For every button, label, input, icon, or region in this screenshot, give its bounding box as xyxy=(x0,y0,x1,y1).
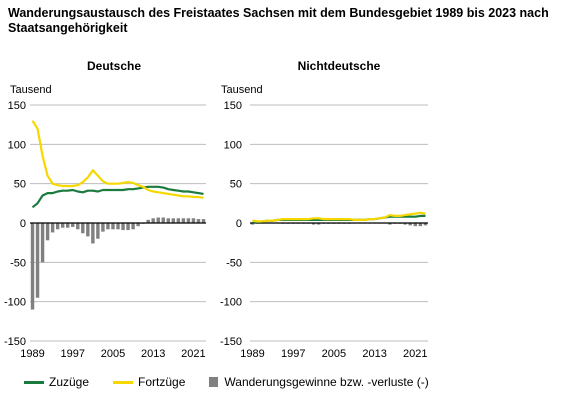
bar-saldo xyxy=(413,223,418,227)
bar-saldo xyxy=(388,223,392,225)
bar-saldo xyxy=(81,223,85,234)
bar-saldo xyxy=(408,223,412,226)
bar-saldo xyxy=(60,223,65,228)
bar-saldo xyxy=(136,223,140,227)
bar-saldo xyxy=(250,223,255,225)
legend: Zuzüge Fortzüge Wanderungsgewinne bzw. -ve… xyxy=(24,374,453,390)
x-tick-label: 1989 xyxy=(240,348,264,360)
bar-saldo xyxy=(35,223,40,298)
y-axis-label: Tausend xyxy=(10,84,52,96)
legend-label: Wanderungsgewinne bzw. -verluste (-) xyxy=(224,375,429,389)
bar-saldo xyxy=(131,223,135,230)
bar-saldo xyxy=(111,223,115,230)
line-zuzuege xyxy=(31,185,204,209)
legend-label: Zuzüge xyxy=(49,375,90,389)
bar-saldo xyxy=(196,219,201,223)
x-tick-label: 2013 xyxy=(141,348,165,360)
bar-saldo xyxy=(55,223,60,230)
bar-saldo xyxy=(121,223,125,231)
bar-saldo xyxy=(86,223,90,237)
x-tick-label: 1997 xyxy=(61,348,85,360)
y-tick-label: 50 xyxy=(230,179,242,191)
x-tick-label: 2021 xyxy=(403,348,427,360)
y-tick-label: -100 xyxy=(220,297,242,309)
bar-saldo xyxy=(423,223,428,226)
bar-saldo xyxy=(40,223,45,263)
legend-item-zuzuege: Zuzüge xyxy=(24,375,89,389)
x-tick-label: 2005 xyxy=(101,348,125,360)
panel-title: Nichtdeutsche xyxy=(298,59,381,73)
bar-saldo xyxy=(161,217,165,223)
line-fortzuege xyxy=(252,211,426,223)
legend-label: Fortzüge xyxy=(138,375,186,389)
bar-saldo xyxy=(316,223,321,225)
y-tick-label: 50 xyxy=(14,179,26,191)
bar-saldo xyxy=(66,223,70,228)
bar-saldo xyxy=(418,223,423,227)
y-tick-label: 100 xyxy=(224,139,242,151)
y-tick-label: -150 xyxy=(220,336,242,348)
legend-item-saldo: Wanderungsgewinne bzw. -verluste (-) xyxy=(209,375,429,389)
bar-saldo xyxy=(106,223,110,230)
y-tick-label: -50 xyxy=(226,257,242,269)
y-tick-label: 0 xyxy=(20,218,26,230)
y-tick-label: 150 xyxy=(224,100,242,112)
y-tick-label: 100 xyxy=(8,139,26,151)
bar-saldo xyxy=(181,218,186,223)
bar-saldo xyxy=(126,223,130,231)
bar-saldo xyxy=(45,223,50,241)
x-tick-label: 2021 xyxy=(181,348,205,360)
bar-saldo xyxy=(171,218,176,223)
bar-saldo xyxy=(403,223,407,225)
x-tick-label: 1989 xyxy=(20,348,44,360)
bar-saldo xyxy=(151,218,155,223)
y-tick-label: -50 xyxy=(10,257,26,269)
bar-saldo xyxy=(201,219,206,223)
line-fortzuege xyxy=(31,120,204,199)
bar-saldo xyxy=(156,217,160,223)
y-axis-label: Tausend xyxy=(221,84,263,96)
panel-title: Deutsche xyxy=(87,59,141,73)
bar-saldo xyxy=(101,223,105,232)
y-tick-label: 150 xyxy=(8,100,26,112)
y-tick-label: -150 xyxy=(4,336,26,348)
y-tick-label: -100 xyxy=(4,297,26,309)
bar-saldo xyxy=(71,223,75,227)
legend-swatch-saldo xyxy=(209,377,219,387)
bar-saldo xyxy=(50,223,55,233)
bar-saldo xyxy=(176,218,181,223)
bar-saldo xyxy=(311,223,316,225)
bar-saldo xyxy=(96,223,100,239)
x-tick-label: 2005 xyxy=(322,348,346,360)
bar-saldo xyxy=(186,218,191,223)
panel-1: Nichtdeutsche Tausend 150 100 50 0 -50 -100 -150… xyxy=(220,59,428,360)
x-tick-label: 2013 xyxy=(362,348,386,360)
y-tick-label: 0 xyxy=(236,218,242,230)
bar-saldo xyxy=(30,223,35,310)
bar-saldo xyxy=(146,219,150,223)
chart-title: Wanderungsaustausch des Freistaates Sach… xyxy=(8,6,549,35)
bar-saldo xyxy=(91,223,95,244)
bar-saldo xyxy=(76,223,80,230)
bar-saldo xyxy=(116,223,120,230)
legend-swatch-fortzuege xyxy=(113,380,134,384)
x-tick-label: 1997 xyxy=(281,348,305,360)
bar-saldo xyxy=(191,218,196,223)
bar-saldo xyxy=(166,218,170,223)
legend-swatch-zuzuege xyxy=(24,380,44,384)
legend-item-fortzuege: Fortzüge xyxy=(113,375,185,389)
